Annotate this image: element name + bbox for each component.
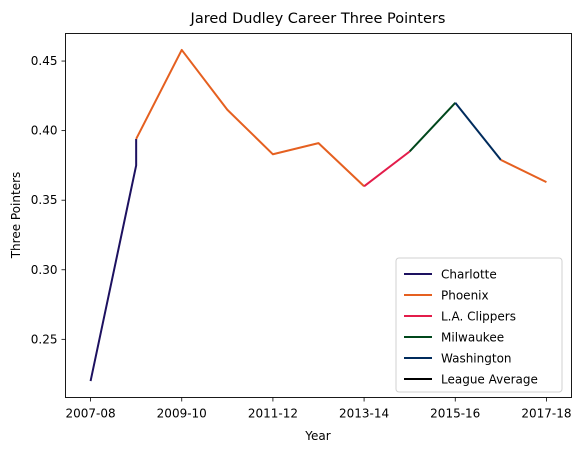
series-line-milwaukee-3 (408, 102, 456, 153)
series-line-phoenix-1 (135, 48, 365, 188)
x-tick-label: 2013-14 (339, 407, 389, 421)
plot-frame (65, 33, 572, 398)
legend: Charlotte Phoenix L.A. Clippers Milwaukee Wa… (395, 257, 563, 393)
y-axis: 0.25 0.30 0.35 0.40 0.45 (31, 54, 66, 346)
chart-title: Jared Dudley Career Three Pointers (190, 11, 446, 27)
y-tick-label: 0.45 (31, 54, 58, 68)
x-axis-label: Year (304, 429, 330, 443)
x-tick-label: 2007-08 (66, 407, 116, 421)
series-line-charlotte-0 (89, 138, 138, 382)
y-tick-label: 0.35 (31, 193, 58, 207)
legend-label-phoenix: Phoenix (441, 289, 489, 303)
series-line-l-a-clippers-2 (363, 150, 411, 188)
series-line-phoenix-5 (500, 158, 547, 184)
x-tick-label: 2017-18 (521, 407, 571, 421)
legend-label-league-average: League Average (441, 373, 538, 387)
x-tick-label: 2015-16 (430, 407, 480, 421)
y-tick-label: 0.40 (31, 124, 58, 138)
legend-label-l-a-clippers: L.A. Clippers (441, 310, 516, 324)
legend-label-charlotte: Charlotte (441, 268, 497, 282)
x-tick-label: 2009-10 (157, 407, 207, 421)
series-line-washington-4 (454, 102, 502, 161)
series-layer (89, 48, 547, 382)
legend-label-milwaukee: Milwaukee (441, 331, 504, 345)
y-tick-label: 0.30 (31, 263, 58, 277)
y-tick-label: 0.25 (31, 332, 58, 346)
x-axis: 2007-08 2009-10 2011-12 2013-14 2015-16 2017-… (66, 397, 571, 421)
x-tick-label: 2011-12 (248, 407, 298, 421)
legend-label-washington: Washington (441, 352, 512, 366)
legend-box (395, 257, 563, 393)
y-axis-label: Three Pointers (9, 172, 23, 260)
